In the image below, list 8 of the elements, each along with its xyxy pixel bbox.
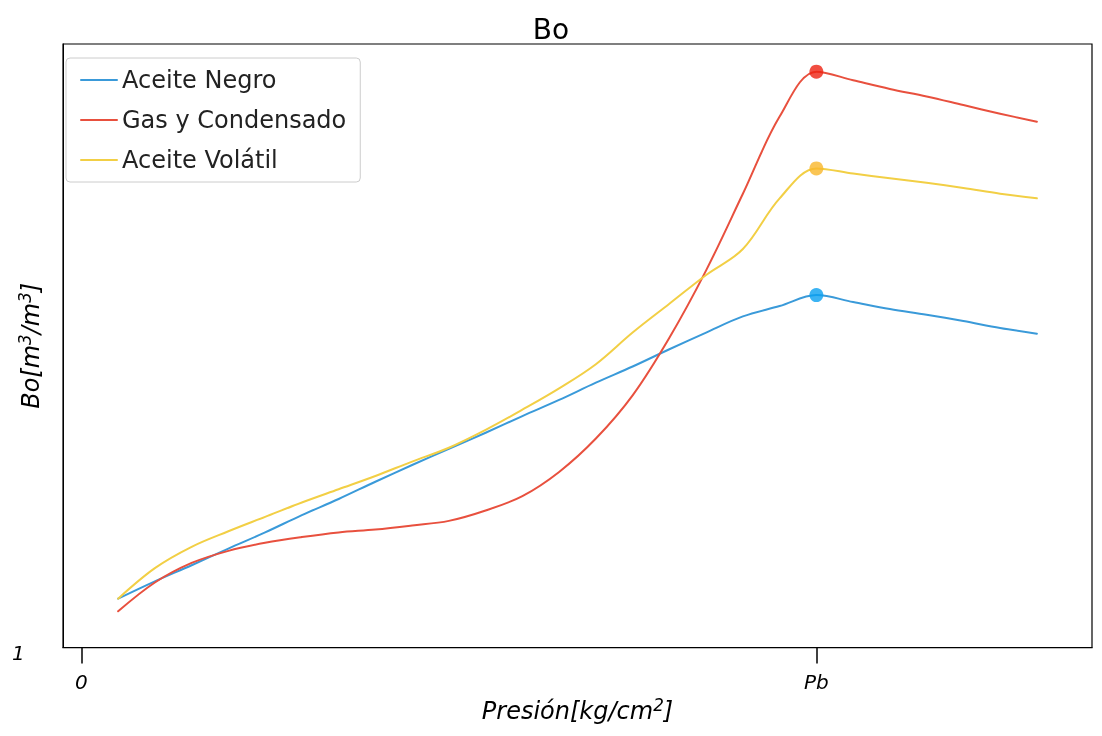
legend-label: Aceite Volátil	[122, 146, 278, 174]
chart-title: Bo	[532, 12, 570, 46]
y-axis-title: Bo[m3/m3]	[14, 282, 45, 409]
legend-label: Aceite Negro	[122, 66, 277, 94]
text: 1	[12, 641, 25, 665]
x-tick-label: 0	[75, 669, 88, 694]
x-tick-label: Pb	[803, 669, 829, 694]
legend-label: Gas y Condensado	[122, 106, 347, 134]
